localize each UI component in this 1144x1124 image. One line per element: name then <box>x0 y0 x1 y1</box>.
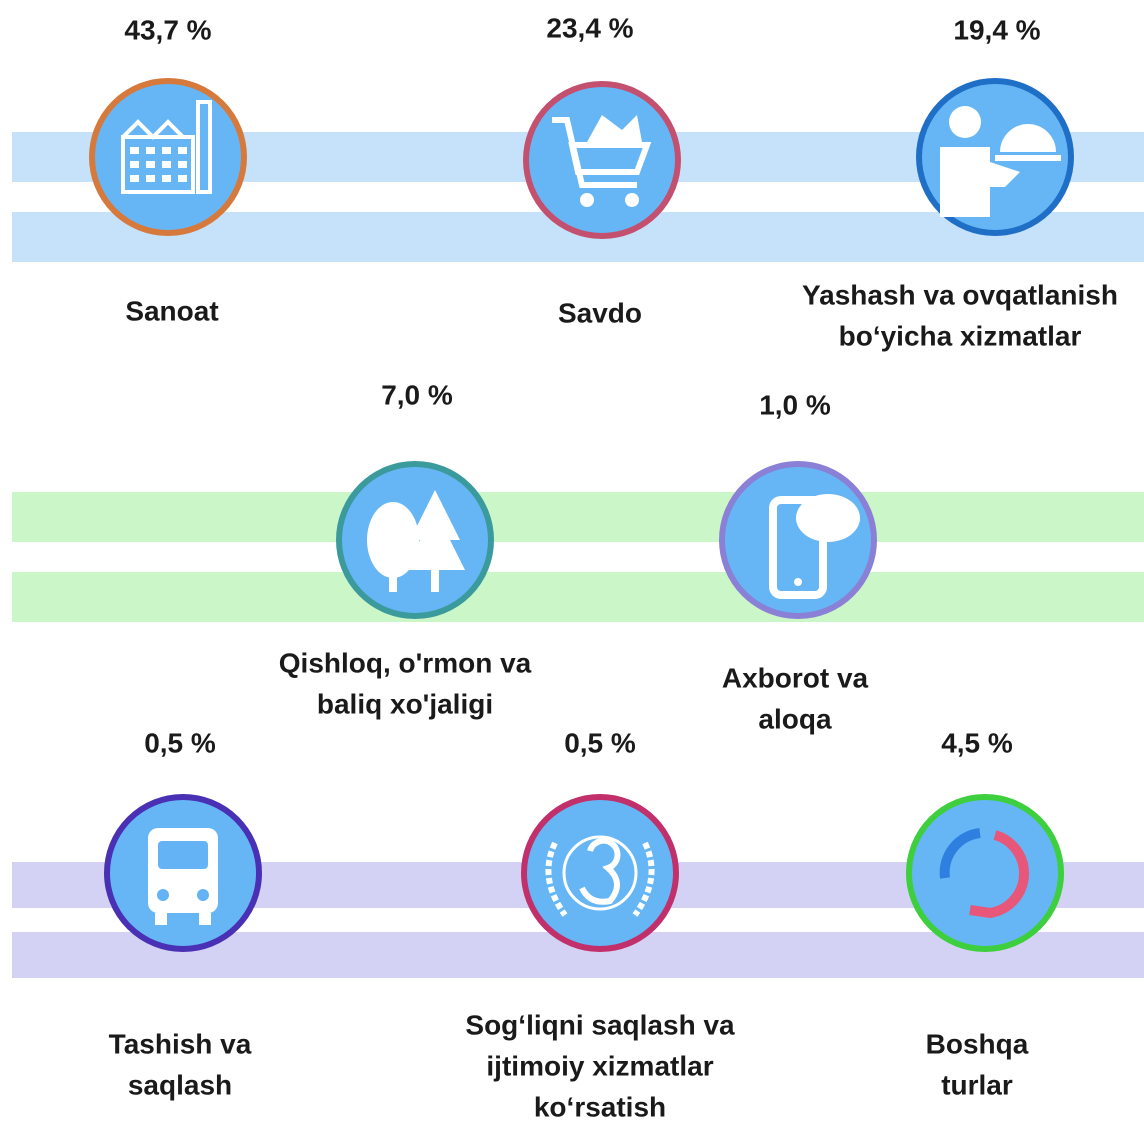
percent: 7,0 % <box>381 379 453 410</box>
icon <box>162 161 171 168</box>
icon <box>155 913 167 925</box>
icon <box>625 193 639 207</box>
icon <box>146 147 155 154</box>
percent: 0,5 % <box>564 727 636 758</box>
icon <box>939 828 981 879</box>
band <box>12 492 1144 542</box>
icon <box>178 175 187 182</box>
label: saqlash <box>128 1069 232 1100</box>
icon <box>130 161 139 168</box>
icon <box>990 162 1020 187</box>
label: Tashish va <box>109 1028 252 1059</box>
icon <box>949 106 981 138</box>
icon-circle <box>523 81 681 239</box>
label: Qishloq, o'rmon va <box>279 647 532 678</box>
icon <box>769 496 827 599</box>
label: Yashash va ovqatlanish <box>802 279 1118 310</box>
icon <box>995 155 1061 161</box>
icon <box>178 147 187 154</box>
icon <box>969 830 1029 919</box>
label: Sanoat <box>125 295 218 326</box>
icon <box>545 841 655 917</box>
band <box>12 572 1144 622</box>
label: turlar <box>941 1069 1013 1100</box>
label: Savdo <box>558 297 642 328</box>
icon <box>178 161 187 168</box>
label: aloqa <box>758 703 832 734</box>
icon <box>197 889 209 901</box>
icon <box>367 490 465 592</box>
label: Boshqa <box>926 1028 1029 1059</box>
percent: 19,4 % <box>953 14 1040 45</box>
percent: 43,7 % <box>124 14 211 45</box>
percent: 0,5 % <box>144 727 216 758</box>
icon <box>130 147 139 154</box>
icon <box>148 828 218 913</box>
icon <box>148 828 218 925</box>
label: baliq xo'jaligi <box>317 688 493 719</box>
icon <box>587 115 642 142</box>
percent: 1,0 % <box>759 389 831 420</box>
icon <box>121 135 195 194</box>
icon <box>552 115 652 207</box>
label: bo‘yicha xizmatlar <box>839 320 1082 351</box>
icon <box>405 490 465 570</box>
icon <box>146 161 155 168</box>
icon <box>939 828 1029 919</box>
icon <box>431 570 439 592</box>
icon <box>562 835 638 911</box>
icon <box>389 570 397 592</box>
percent: 4,5 % <box>941 727 1013 758</box>
icon <box>794 578 802 586</box>
icon <box>545 835 655 917</box>
label: Axborot va <box>722 662 869 693</box>
icon <box>162 147 171 154</box>
icon <box>130 175 139 182</box>
icon-circle <box>89 78 247 236</box>
icon <box>121 119 185 140</box>
icon <box>579 837 621 905</box>
icon <box>196 100 212 194</box>
icon-circle <box>906 794 1064 952</box>
icon <box>121 100 212 194</box>
icon <box>162 175 171 182</box>
icon <box>367 502 419 578</box>
icon <box>157 889 169 901</box>
label: Sog‘liqni saqlash va <box>465 1009 735 1040</box>
icon <box>1000 124 1056 152</box>
icon <box>940 106 1061 217</box>
icon <box>199 913 211 925</box>
icon <box>158 841 208 869</box>
icon <box>940 147 990 217</box>
label: ijtimoiy xizmatlar <box>486 1050 713 1081</box>
percent: 23,4 % <box>546 12 633 43</box>
icon <box>796 494 860 542</box>
icon <box>552 117 652 188</box>
icon <box>769 494 860 599</box>
icon <box>580 193 594 207</box>
label: ko‘rsatish <box>534 1091 666 1122</box>
icon <box>146 175 155 182</box>
icon-circle <box>521 794 679 952</box>
